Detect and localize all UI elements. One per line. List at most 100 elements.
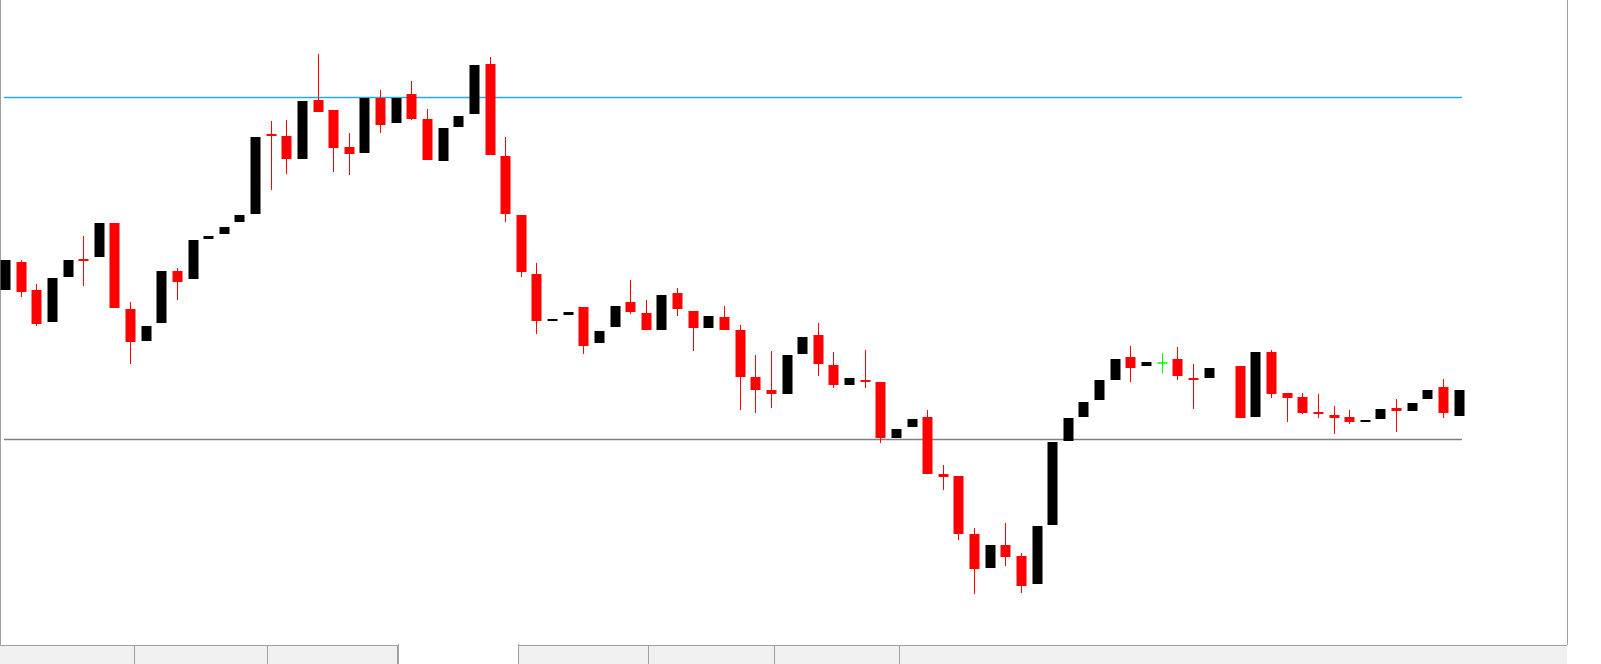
candle-body — [172, 271, 183, 282]
candle-body — [672, 293, 683, 309]
candle-body — [860, 380, 871, 382]
candle-body — [1313, 412, 1324, 414]
candle-body — [1407, 403, 1418, 411]
tab-active[interactable] — [398, 644, 519, 664]
tab[interactable] — [135, 646, 268, 664]
candle-body — [985, 545, 996, 568]
candle-body — [1438, 387, 1449, 413]
candle-body — [1297, 397, 1308, 413]
candle-body — [188, 240, 199, 279]
candle-body — [766, 390, 777, 394]
candle-body — [703, 316, 714, 328]
candle-body — [31, 290, 42, 324]
candle-body — [625, 302, 636, 312]
candle-body — [485, 64, 496, 155]
candle-body — [266, 134, 277, 136]
candle-body — [203, 236, 214, 239]
candle-body — [125, 309, 136, 342]
candle-body — [719, 317, 730, 330]
candle-body — [782, 355, 793, 394]
candle-body — [750, 377, 761, 390]
candle-body — [469, 65, 480, 114]
candle-body — [281, 136, 292, 159]
candle-body — [1282, 393, 1293, 398]
candle-body — [922, 417, 933, 474]
candle-body — [422, 119, 433, 160]
candle-body — [47, 278, 58, 322]
candle-body — [219, 227, 230, 234]
candle-body — [969, 534, 980, 569]
candle-body — [1329, 415, 1340, 418]
candle-body — [359, 98, 370, 153]
candle-body — [1360, 420, 1371, 422]
candle-body — [1375, 409, 1386, 419]
candle-body — [610, 306, 621, 327]
candle-body — [1454, 390, 1465, 416]
candle-body — [1235, 366, 1246, 418]
candle-body — [563, 312, 574, 315]
candle-body — [1016, 556, 1027, 586]
candle-body — [1047, 442, 1058, 525]
candle-body — [1204, 368, 1215, 378]
tab[interactable] — [268, 646, 398, 664]
candle-body — [594, 331, 605, 343]
candle-body — [907, 419, 918, 427]
candle-body — [578, 307, 589, 346]
candle-body — [344, 147, 355, 154]
candle-body — [1344, 417, 1355, 422]
candle-body — [500, 156, 511, 214]
candle-body — [1391, 408, 1402, 411]
tab-bar — [0, 644, 1567, 664]
candle-body — [297, 101, 308, 159]
candle-body — [1032, 526, 1043, 584]
chart — [0, 0, 1568, 645]
candle-body — [250, 137, 261, 214]
candle-body — [1172, 359, 1183, 376]
candle-body — [1266, 352, 1277, 394]
candle-body — [453, 116, 464, 127]
candle-body — [109, 223, 120, 308]
candle-body — [891, 429, 902, 438]
candle-body — [1250, 352, 1261, 417]
candle-body — [234, 215, 245, 222]
candle-body — [1422, 390, 1433, 399]
tab[interactable] — [649, 646, 775, 664]
candle-body — [735, 330, 746, 377]
candle-body — [1000, 545, 1011, 557]
candle-body — [688, 311, 699, 328]
candle-body — [16, 262, 27, 292]
candle-body — [1188, 378, 1199, 380]
candle-body — [813, 335, 824, 364]
candle-body — [1078, 402, 1089, 417]
candle-body — [1094, 380, 1105, 400]
candle-body — [391, 98, 402, 123]
candle-body — [656, 295, 667, 330]
candle-body — [63, 260, 74, 277]
candle-body — [828, 365, 839, 385]
candle-body — [641, 313, 652, 330]
candle-body — [313, 100, 324, 112]
candle-body — [141, 326, 152, 341]
candle-body — [156, 271, 167, 323]
candle-body — [1125, 357, 1136, 368]
candle-body — [328, 110, 339, 148]
tab[interactable] — [775, 646, 900, 664]
candle-body — [406, 94, 417, 119]
candle-body — [1141, 362, 1152, 366]
candle-body — [531, 274, 542, 321]
candle-body — [953, 476, 964, 534]
candle-body — [547, 319, 558, 321]
candle-body — [94, 223, 105, 257]
candle-body — [797, 337, 808, 354]
candle-body — [1110, 359, 1121, 380]
candle-body — [875, 382, 886, 438]
candle-body — [0, 260, 11, 290]
candle-body — [78, 259, 89, 261]
candle-body — [438, 128, 449, 161]
candle-body — [375, 98, 386, 125]
candle-body — [1063, 418, 1074, 441]
tab[interactable] — [519, 646, 649, 664]
tab[interactable] — [0, 646, 135, 664]
candle-body — [844, 378, 855, 385]
